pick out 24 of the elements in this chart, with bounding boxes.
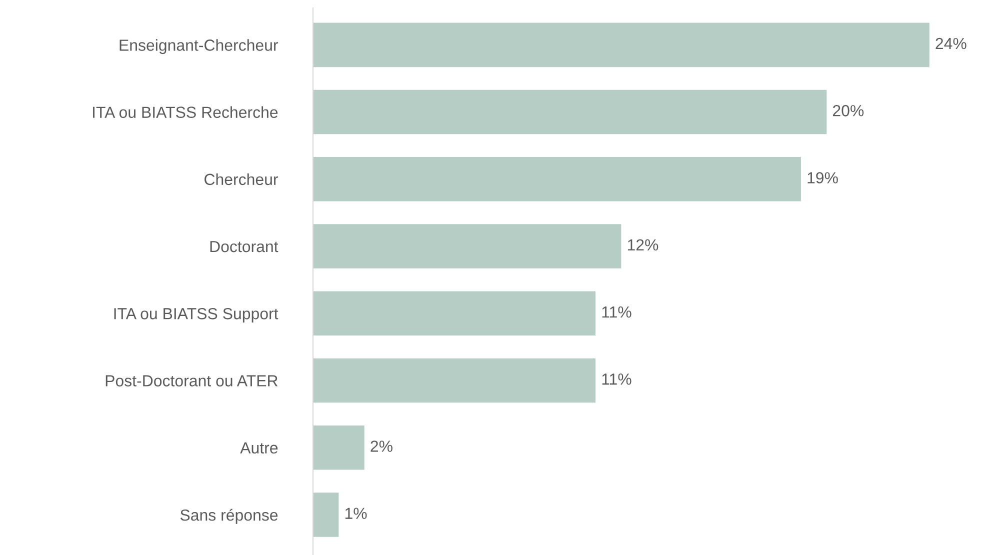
bar xyxy=(313,358,596,403)
data-label: 2% xyxy=(370,440,392,452)
bar xyxy=(313,492,339,537)
data-label: 11% xyxy=(602,306,632,318)
data-label: 24% xyxy=(936,38,966,50)
data-label: 1% xyxy=(345,508,367,519)
y-tick-label: Doctorant xyxy=(210,241,278,252)
y-tick-label: ITA ou BIATSS Recherche xyxy=(93,106,278,118)
bar xyxy=(313,291,596,336)
bar xyxy=(313,90,827,134)
y-tick-label: Sans réponse xyxy=(180,508,278,524)
bar xyxy=(313,224,622,268)
data-label: 11% xyxy=(602,374,632,385)
data-label: 20% xyxy=(833,105,864,116)
y-tick-label: Chercheur xyxy=(204,173,278,186)
data-label: 19% xyxy=(808,172,838,184)
bar xyxy=(313,157,801,202)
y-tick-label: Post-Doctorant ou ATER xyxy=(106,375,278,386)
y-tick-label: ITA ou BIATSS Support xyxy=(114,308,278,322)
bar xyxy=(313,22,930,68)
y-tick-label: Autre xyxy=(240,442,278,454)
data-label: 12% xyxy=(628,239,658,250)
y-tick-label: Enseignant-Chercheur xyxy=(120,39,278,54)
bar xyxy=(313,425,364,470)
